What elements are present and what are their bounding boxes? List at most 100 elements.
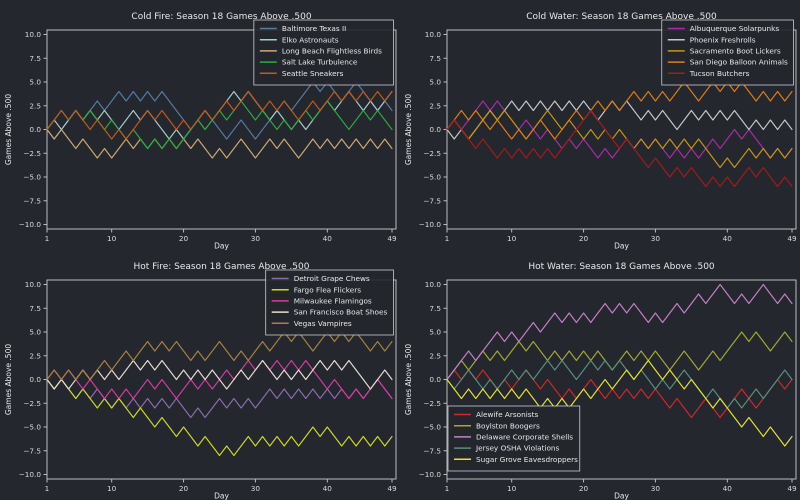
chart-title: Cold Fire: Season 18 Games Above .500 [131, 12, 311, 22]
y-tick-label: 5.0 [429, 78, 441, 87]
y-tick-label: 2.5 [29, 351, 41, 360]
y-tick-label: −5.0 [23, 173, 41, 182]
legend-label-fargo-flea-flickers: Fargo Flea Flickers [294, 285, 362, 294]
y-tick-label: −10.0 [19, 220, 42, 229]
legend-label-milwaukee-flamingos: Milwaukee Flamingos [294, 297, 372, 306]
x-tick-label: 30 [251, 484, 261, 493]
legend-label-vegas-vampires: Vegas Vampires [294, 319, 352, 328]
y-axis-label: Games Above .500 [4, 94, 13, 165]
x-tick-label: 40 [723, 484, 733, 493]
x-tick-label: 20 [179, 484, 189, 493]
x-tick-label: 20 [579, 484, 589, 493]
series-line-sugar-grove-eavesdroppers [446, 359, 793, 447]
plot-hot-fire: 10.0 7.5 5.0 2.5 0.0 −2.5 −5.0 −7.5 −10.01 10 20 30… [4, 262, 397, 500]
chart-title: Cold Water: Season 18 Games Above .500 [526, 12, 717, 22]
y-axis-label: Games Above .500 [4, 344, 13, 415]
x-tick-label: 40 [323, 484, 333, 493]
legend-box [661, 19, 794, 86]
x-tick-label: 40 [323, 234, 333, 243]
legend-label-seattle-sneakers: Seattle Sneakers [282, 69, 344, 78]
y-tick-label: 10.0 [425, 280, 442, 289]
chart-cold-water: 10.0 7.5 5.0 2.5 0.0 −2.5 −5.0 −7.5 −10.0 1 10 20 30… [400, 0, 800, 250]
chart-hot-fire: 10.0 7.5 5.0 2.5 0.0 −2.5 −5.0 −7.5 −10.0 1 10 20 30… [0, 250, 400, 500]
y-tick-label: 2.5 [429, 351, 441, 360]
legend-label-phoenix-freshrolls: Phoenix Freshrolls [690, 35, 756, 44]
series-line-sacramento-boot-lickers [446, 109, 793, 169]
x-tick-label: 1 [445, 234, 450, 243]
legend-box [447, 405, 581, 472]
y-tick-label: −10.0 [19, 470, 42, 479]
x-axis-label: Day [214, 242, 229, 251]
y-tick-label: 7.5 [429, 54, 441, 63]
legend-label-elko-astronauts: Elko Astronauts [282, 35, 339, 44]
x-axis-label: Day [214, 492, 229, 500]
y-tick-label: 10.0 [25, 280, 42, 289]
legend-label-san-francisco-boat-shoes: San Francisco Boat Shoes [294, 308, 388, 317]
y-axis-label: Games Above .500 [404, 94, 413, 165]
y-tick-label: 7.5 [429, 304, 441, 313]
x-tick-label: 1 [45, 484, 50, 493]
legend-label-alewife-arsonists: Alewife Arsonists [476, 410, 538, 419]
plot-hot-water: 10.0 7.5 5.0 2.5 0.0 −2.5 −5.0 −7.5 −10.01 10 20 30… [404, 262, 797, 500]
x-tick-label: 49 [387, 234, 397, 243]
series-line-detroit-grape-chews [46, 378, 393, 419]
series-line-seattle-sneakers [46, 90, 393, 140]
chart-title: Hot Water: Season 18 Games Above .500 [528, 262, 715, 272]
legend-label-long-beach-flightless-birds: Long Beach Flightless Birds [282, 47, 382, 56]
x-tick-label: 1 [445, 484, 450, 493]
x-tick-label: 30 [251, 234, 261, 243]
x-axis-label: Day [614, 492, 629, 500]
series-line-vegas-vampires [46, 331, 393, 381]
series-line-phoenix-freshrolls [446, 100, 793, 140]
y-axis-label: Games Above .500 [404, 344, 413, 415]
y-tick-label: −2.5 [23, 149, 41, 158]
y-tick-label: 0.0 [429, 375, 441, 384]
series-line-san-francisco-boat-shoes [46, 359, 393, 390]
series-line-long-beach-flightless-birds [46, 128, 393, 159]
y-tick-label: −7.5 [423, 446, 441, 455]
y-tick-label: 2.5 [429, 101, 441, 110]
x-tick-label: 49 [387, 484, 397, 493]
y-tick-label: −2.5 [423, 149, 441, 158]
y-tick-label: −10.0 [419, 220, 442, 229]
legend-label-sugar-grove-eavesdroppers: Sugar Grove Eavesdroppers [476, 455, 578, 464]
x-tick-label: 49 [787, 234, 797, 243]
x-tick-label: 49 [787, 484, 797, 493]
x-tick-label: 20 [579, 234, 589, 243]
series-line-san-diego-balloon-animals [446, 81, 793, 140]
legend: Alewife Arsonists Boylston Boogers Delawar… [447, 405, 581, 472]
series-line-delaware-corporate-shells [446, 283, 793, 381]
legend-label-baltimore-texas-ii: Baltimore Texas II [282, 24, 346, 33]
x-tick-label: 1 [45, 234, 50, 243]
x-tick-label: 10 [507, 234, 517, 243]
x-tick-label: 40 [723, 234, 733, 243]
y-tick-label: 5.0 [29, 78, 41, 87]
x-tick-label: 20 [179, 234, 189, 243]
chart-title: Hot Fire: Season 18 Games Above .500 [134, 262, 310, 272]
y-tick-label: 0.0 [29, 125, 41, 134]
legend-label-sacramento-boot-lickers: Sacramento Boot Lickers [690, 47, 781, 56]
legend-label-delaware-corporate-shells: Delaware Corporate Shells [476, 433, 573, 442]
legend-label-albuquerque-solarpunks: Albuquerque Solarpunks [690, 24, 780, 33]
legend-box [253, 19, 394, 86]
y-tick-label: −2.5 [23, 399, 41, 408]
legend-label-detroit-grape-chews: Detroit Grape Chews [294, 274, 370, 283]
series-line-jersey-osha-violations [446, 359, 793, 409]
y-tick-label: −7.5 [23, 446, 41, 455]
y-tick-label: −7.5 [23, 196, 41, 205]
y-tick-label: 10.0 [425, 30, 442, 39]
plot-cold-fire: 10.0 7.5 5.0 2.5 0.0 −2.5 −5.0 −7.5 −10.01 10 20 30… [4, 12, 397, 251]
y-tick-label: 7.5 [29, 304, 41, 313]
series-line-boylston-boogers [446, 331, 793, 381]
y-tick-label: 5.0 [429, 328, 441, 337]
x-tick-label: 30 [651, 484, 661, 493]
legend-label-salt-lake-turbulence: Salt Lake Turbulence [282, 58, 358, 67]
plot-cold-water: 10.0 7.5 5.0 2.5 0.0 −2.5 −5.0 −7.5 −10.01 10 20 30… [404, 12, 797, 250]
y-tick-label: −2.5 [423, 399, 441, 408]
x-tick-label: 10 [107, 484, 117, 493]
y-tick-label: −5.0 [423, 423, 441, 432]
chart-cold-fire: 10.0 7.5 5.0 2.5 0.0 −2.5 −5.0 −7.5 −10.0 1 10 20 30… [0, 0, 400, 250]
y-tick-label: 2.5 [29, 101, 41, 110]
chart-hot-water: 10.0 7.5 5.0 2.5 0.0 −2.5 −5.0 −7.5 −10.0 1 10 20 30… [400, 250, 800, 500]
